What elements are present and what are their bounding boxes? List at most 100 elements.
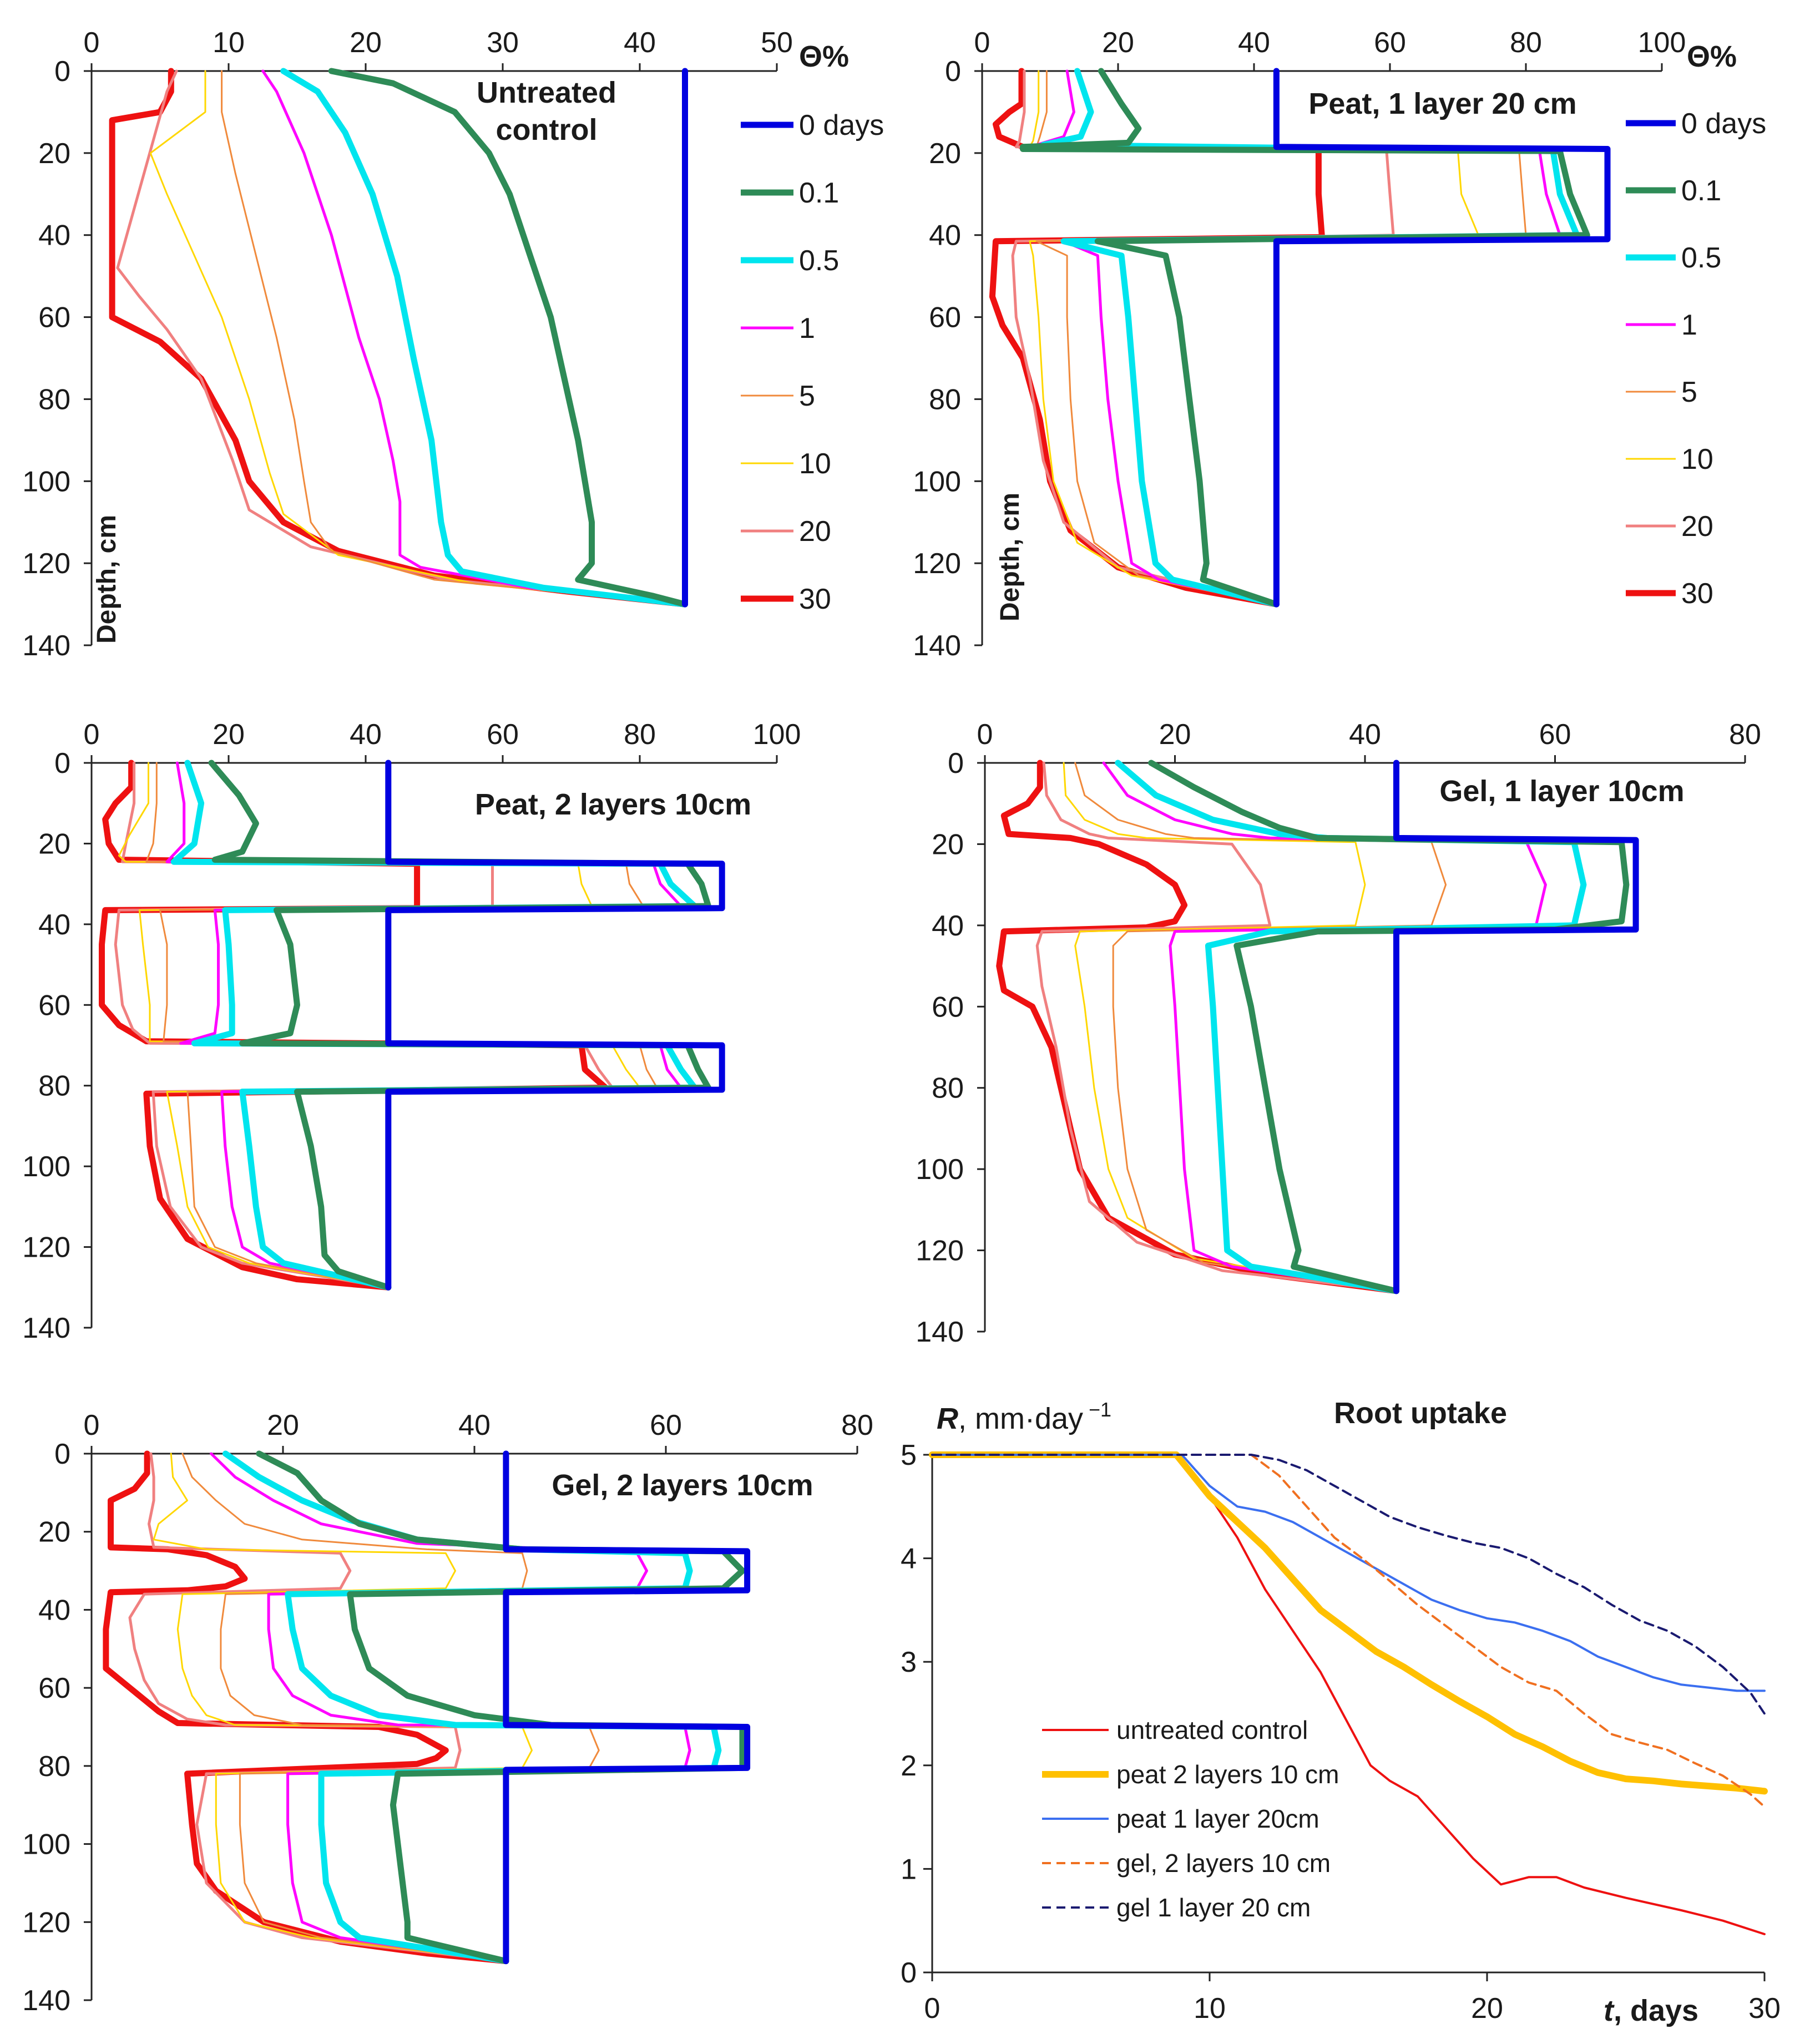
x-tick-label: 40 <box>1349 719 1381 751</box>
legend-label-0-days: 0 days <box>1681 108 1766 140</box>
y-tick-label: 0 <box>901 1957 917 1989</box>
x-tick-label: 60 <box>1539 719 1571 751</box>
panel-title: Root uptake <box>1334 1397 1507 1430</box>
y-tick-label: 100 <box>22 466 70 498</box>
series-line-0-5 <box>223 1450 722 1965</box>
series-line-1 <box>210 1452 691 1963</box>
panel-title-line1: Untreated <box>477 76 616 109</box>
x-axis-label: Θ% <box>1687 40 1737 73</box>
y-axis-label: Depth, cm <box>995 493 1025 621</box>
y-tick-label: 120 <box>916 1235 964 1267</box>
panel-title: Gel, 2 layers 10cm <box>552 1469 813 1502</box>
panel-title: Gel, 1 layer 10cm <box>1439 775 1684 808</box>
series-line-10 <box>153 1453 533 1962</box>
x-tick-label: 0 <box>84 27 100 59</box>
legend-label-1: 1 <box>1681 309 1697 341</box>
y-tick-label: 20 <box>38 1516 70 1549</box>
y-tick-label: 20 <box>38 138 70 170</box>
y-tick-label: 60 <box>38 1672 70 1704</box>
legend-label-10: 10 <box>799 448 831 480</box>
x-tick-label: 0 <box>84 1409 100 1441</box>
x-tick-label: 60 <box>487 719 519 751</box>
x-tick-label: 80 <box>624 719 656 751</box>
legend-label-5: 5 <box>1681 376 1697 408</box>
y-tick-label: 0 <box>54 1438 70 1470</box>
y-tick-label: 40 <box>38 220 70 252</box>
y-tick-label: 60 <box>929 302 961 334</box>
y-tick-label: 100 <box>22 1829 70 1861</box>
legend-label-5: 5 <box>799 380 815 412</box>
legend-label-30: 30 <box>1681 578 1713 610</box>
x-tick-label: 60 <box>650 1409 682 1441</box>
panel-title: Peat, 1 layer 20 cm <box>1308 87 1576 120</box>
series-line-10 <box>118 762 641 1288</box>
y-tick-label: 40 <box>38 1594 70 1626</box>
legend-label-peat-1-layer-20cm: peat 1 layer 20cm <box>1116 1804 1319 1833</box>
x-axis-label: Θ% <box>799 40 849 73</box>
panel-title: Peat, 2 layers 10cm <box>475 788 751 821</box>
x-tick-label: 60 <box>1374 27 1406 59</box>
series-line-5 <box>221 70 686 605</box>
series-line-10 <box>1029 70 1479 605</box>
y-tick-label: 100 <box>22 1151 70 1183</box>
legend-label-untreated-control: untreated control <box>1116 1716 1308 1744</box>
series-line-1 <box>261 69 686 606</box>
x-tick-label: 80 <box>1510 27 1542 59</box>
y-tick-label: 60 <box>38 302 70 334</box>
series-line-0-days <box>1393 760 1639 1294</box>
series-line-30 <box>99 760 609 1291</box>
series-line-20 <box>1011 69 1395 606</box>
series-line-5 <box>145 762 658 1288</box>
y-tick-label: 80 <box>932 1072 964 1105</box>
series-line-0-days <box>385 760 725 1291</box>
series-line-peat-2-layers-10-cm <box>929 1451 1768 1795</box>
y-tick-label: 100 <box>916 1153 964 1186</box>
series-line-20 <box>128 1452 508 1963</box>
series-line-0-1 <box>256 1450 746 1965</box>
y-tick-label: 0 <box>54 747 70 780</box>
y-tick-label: 140 <box>22 1312 70 1344</box>
y-tick-label: 0 <box>54 55 70 88</box>
y-tick-label: 120 <box>22 1232 70 1264</box>
legend-label-0-5: 0.5 <box>1681 242 1721 274</box>
x-tick-label: 10 <box>1194 1992 1226 2025</box>
y-tick-label: 140 <box>22 630 70 662</box>
y-tick-label: 60 <box>932 991 964 1023</box>
x-tick-label: 40 <box>624 27 656 59</box>
series-line-20 <box>114 761 614 1289</box>
x-tick-label: 30 <box>1748 1992 1781 2025</box>
y-axis-label: Depth, cm <box>92 515 122 644</box>
y-tick-label: 60 <box>38 989 70 1021</box>
y-tick-label: 120 <box>22 548 70 580</box>
legend-label-0-1: 0.1 <box>799 177 839 209</box>
y-tick-label: 1 <box>901 1853 917 1885</box>
panel-untreated-control: 0 10 20 30 40 50020406080100120140Untreatedco… <box>22 27 884 662</box>
legend-label-0-5: 0.5 <box>799 245 839 277</box>
x-tick-label: 0 <box>974 27 990 59</box>
x-tick-label: 20 <box>267 1409 299 1441</box>
y-tick-label: 0 <box>948 747 964 780</box>
panel-gel-2-layers: 0 20 40 60 80 0 20 40 60 80 100 120 140 Gel, 2 layers… <box>22 1409 873 2017</box>
legend-label-20: 20 <box>799 515 831 548</box>
x-tick-label: 40 <box>350 719 382 751</box>
legend-label-10: 10 <box>1681 443 1713 475</box>
x-tick-label: 40 <box>1238 27 1270 59</box>
x-tick-label: 40 <box>458 1409 491 1441</box>
x-tick-label: 0 <box>84 719 100 751</box>
series-line-gel-2-layers-10-cm <box>931 1454 1766 1808</box>
x-tick-label: 50 <box>761 27 793 59</box>
x-tick-label: 30 <box>487 27 519 59</box>
y-tick-label: 80 <box>929 383 961 416</box>
x-tick-label: 20 <box>350 27 382 59</box>
series-line-untreated-control <box>931 1454 1766 1935</box>
series-line-gel-1-layer-20-cm <box>931 1454 1766 1715</box>
series-line-0-1 <box>328 68 688 608</box>
panel-title-line2: control <box>496 113 598 146</box>
legend-label-30: 30 <box>799 583 831 615</box>
series-line-5 <box>1035 70 1527 605</box>
x-axis-label: t, days <box>1604 1994 1698 2027</box>
y-tick-label: 140 <box>22 1985 70 2017</box>
series-line-0-1 <box>208 760 711 1291</box>
y-tick-label: 3 <box>901 1646 917 1678</box>
